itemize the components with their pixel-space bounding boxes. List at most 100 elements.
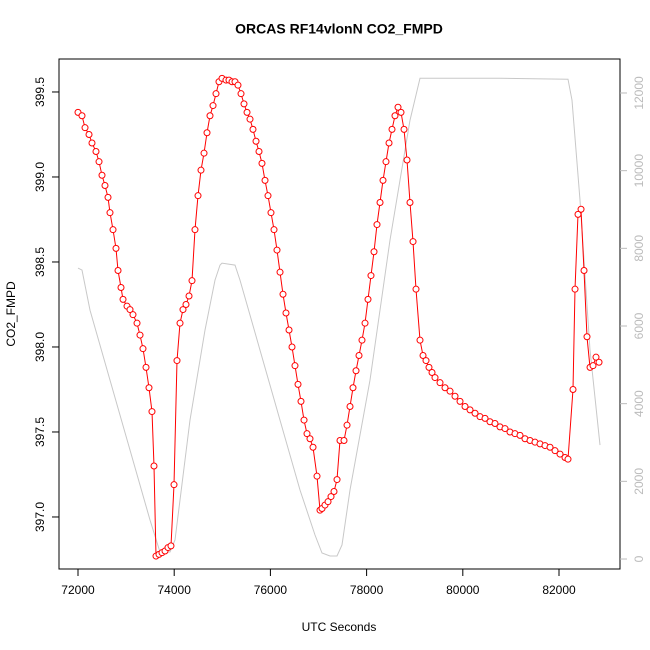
y2-tick-label: 8000 (632, 235, 646, 262)
data-point (456, 397, 464, 405)
data-point (194, 192, 202, 200)
data-point (136, 331, 144, 339)
data-point (416, 336, 424, 344)
data-point (343, 421, 351, 429)
data-point (501, 425, 509, 433)
data-point (589, 362, 597, 370)
data-point (252, 137, 260, 145)
data-point (309, 443, 317, 451)
data-point (203, 129, 211, 137)
y2-tick-label: 2000 (632, 468, 646, 495)
data-point (270, 226, 278, 234)
data-point (441, 384, 449, 392)
data-point (246, 115, 254, 123)
data-point (340, 436, 348, 444)
data-point (355, 351, 363, 359)
data-point (409, 238, 417, 246)
y2-tick-label: 0 (632, 555, 646, 562)
data-point (546, 443, 554, 451)
data-point (574, 210, 582, 218)
data-point (81, 124, 89, 132)
data-point (191, 226, 199, 234)
data-point (361, 319, 369, 327)
data-point (261, 176, 269, 184)
data-point (491, 419, 499, 427)
data-point (173, 357, 181, 365)
data-point (382, 158, 390, 166)
data-point (556, 450, 564, 458)
data-point (258, 159, 266, 167)
data-point (150, 462, 158, 470)
data-point (88, 139, 96, 147)
data-point (400, 125, 408, 133)
y2-tick-label: 6000 (632, 312, 646, 339)
data-point (313, 472, 321, 480)
y-tick-label: 399.0 (33, 162, 47, 192)
data-point (249, 125, 257, 133)
data-point (104, 193, 112, 201)
data-point (466, 406, 474, 414)
data-point (327, 493, 335, 501)
data-point (109, 226, 117, 234)
data-point (422, 357, 430, 365)
data-point (176, 319, 184, 327)
data-point (243, 108, 251, 116)
chart-title: ORCAS RF14vlonN CO2_FMPD (235, 21, 443, 37)
data-point (412, 285, 420, 293)
data-point (106, 209, 114, 217)
data-point (428, 368, 436, 376)
y-tick-label: 398.5 (33, 247, 47, 277)
x-tick-label: 74000 (158, 583, 192, 597)
data-point (373, 221, 381, 229)
data-point (267, 209, 275, 217)
data-point (306, 435, 314, 443)
plot-frame (58, 58, 621, 570)
data-point (167, 542, 175, 550)
data-point (273, 246, 281, 254)
data-point (551, 447, 559, 455)
data-point (419, 351, 427, 359)
data-point (112, 244, 120, 252)
data-point (516, 431, 524, 439)
data-point (285, 326, 293, 334)
data-point (117, 283, 125, 291)
x-tick-label: 72000 (61, 583, 95, 597)
data-point (294, 380, 302, 388)
data-point (185, 292, 193, 300)
data-point (145, 384, 153, 392)
data-point (367, 272, 375, 280)
data-point (264, 192, 272, 200)
data-point (133, 319, 141, 327)
data-point (397, 108, 405, 116)
data-point (279, 290, 287, 298)
data-point (300, 416, 308, 424)
y-axis-label: CO2_FMPD (4, 281, 18, 347)
data-point (425, 363, 433, 371)
data-point (148, 408, 156, 416)
x-tick-label: 78000 (350, 583, 384, 597)
data-point (114, 266, 122, 274)
data-point (391, 112, 399, 120)
data-point (376, 198, 384, 206)
data-point (303, 430, 311, 438)
data-point (255, 147, 263, 155)
data-point (385, 139, 393, 147)
data-point (352, 367, 360, 375)
data-point (197, 166, 205, 174)
y-tick-label: 398.0 (33, 332, 47, 362)
data-point (406, 198, 414, 206)
data-point (571, 285, 579, 293)
data-point (364, 295, 372, 303)
data-point (200, 149, 208, 157)
data-point (330, 487, 338, 495)
data-point (95, 158, 103, 166)
x-tick-label: 82000 (542, 583, 576, 597)
x-axis-label: UTC Seconds (302, 620, 377, 634)
data-point (577, 205, 585, 213)
data-point (346, 402, 354, 410)
y2-tick-label: 10000 (632, 154, 646, 188)
y-tick-label: 399.5 (33, 77, 47, 107)
data-point (333, 476, 341, 484)
